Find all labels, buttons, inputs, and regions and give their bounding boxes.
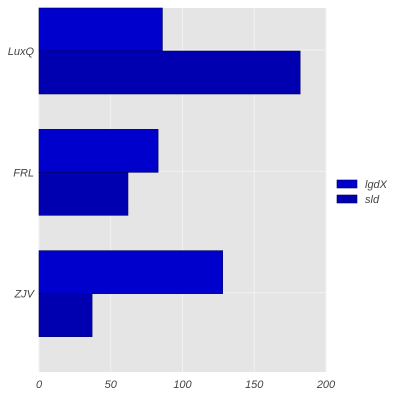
x-tick-label-0: 0 [36, 379, 43, 391]
x-axis-ticks: 0 50 100 150 200 [36, 379, 336, 391]
x-tick-label-1: 50 [105, 379, 118, 391]
bar-lgdX-ZJV [38, 250, 223, 294]
legend-swatch-sld [336, 194, 358, 204]
category-label-LuxQ: LuxQ [8, 46, 35, 58]
bar-lgdX-FRL [38, 129, 159, 173]
x-tick-label-2: 100 [173, 379, 192, 391]
legend-label-lgdX: lgdX [365, 179, 388, 191]
bar-lgdX-LuxQ [38, 7, 163, 52]
bar-sld-LuxQ [38, 50, 301, 95]
legend: lgdX sld [336, 179, 388, 206]
category-label-FRL: FRL [13, 167, 34, 179]
legend-label-sld: sld [365, 194, 380, 206]
bar-sld-ZJV [38, 293, 93, 337]
category-label-ZJV: ZJV [13, 289, 35, 301]
x-tick-label-3: 150 [245, 379, 264, 391]
bar-sld-FRL [38, 172, 129, 216]
bars [38, 7, 301, 337]
x-tick-label-4: 200 [316, 379, 336, 391]
y-axis-category-labels: LuxQ FRL ZJV [8, 46, 36, 301]
legend-swatch-lgdX [336, 179, 358, 189]
